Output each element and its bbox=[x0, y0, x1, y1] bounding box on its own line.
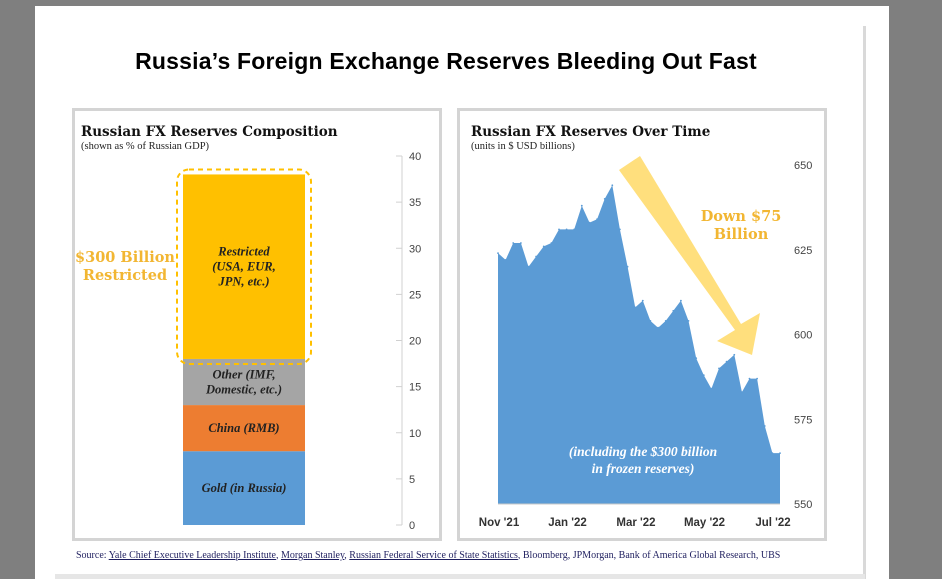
source-item: JPMorgan bbox=[572, 550, 614, 561]
source-item: Yale Chief Executive Leadership Institut… bbox=[108, 550, 276, 561]
source-item: Bank of America Global Research bbox=[618, 550, 756, 561]
source-item: Russian Federal Service of State Statist… bbox=[349, 550, 518, 561]
bottom-strip bbox=[55, 574, 865, 579]
timeseries-panel bbox=[457, 108, 827, 541]
source-separator: , bbox=[275, 550, 281, 561]
source-item: Morgan Stanley bbox=[280, 550, 345, 561]
composition-chart-subtitle: (shown as % of Russian GDP) bbox=[81, 141, 210, 152]
source-note: Source: Yale Chief Executive Leadership … bbox=[76, 550, 780, 561]
page-title: Russia’s Foreign Exchange Reserves Bleed… bbox=[135, 48, 757, 74]
timeseries-chart-title: Russian FX Reserves Over Time bbox=[471, 124, 711, 140]
source-separator: , bbox=[567, 550, 573, 561]
source-separator: , bbox=[517, 550, 523, 561]
source-list: Yale Chief Executive Leadership Institut… bbox=[109, 550, 781, 561]
timeseries-chart-subtitle: (units in $ USD billions) bbox=[471, 141, 575, 152]
sheet-edge bbox=[863, 26, 866, 579]
source-item: UBS bbox=[760, 550, 781, 561]
source-separator: , bbox=[613, 550, 619, 561]
composition-panel bbox=[72, 108, 442, 541]
source-separator: , bbox=[344, 550, 350, 561]
source-separator: , bbox=[755, 550, 761, 561]
composition-chart-title: Russian FX Reserves Composition bbox=[81, 124, 338, 140]
source-item: Bloomberg bbox=[522, 550, 568, 561]
source-prefix: Source: bbox=[76, 550, 109, 561]
